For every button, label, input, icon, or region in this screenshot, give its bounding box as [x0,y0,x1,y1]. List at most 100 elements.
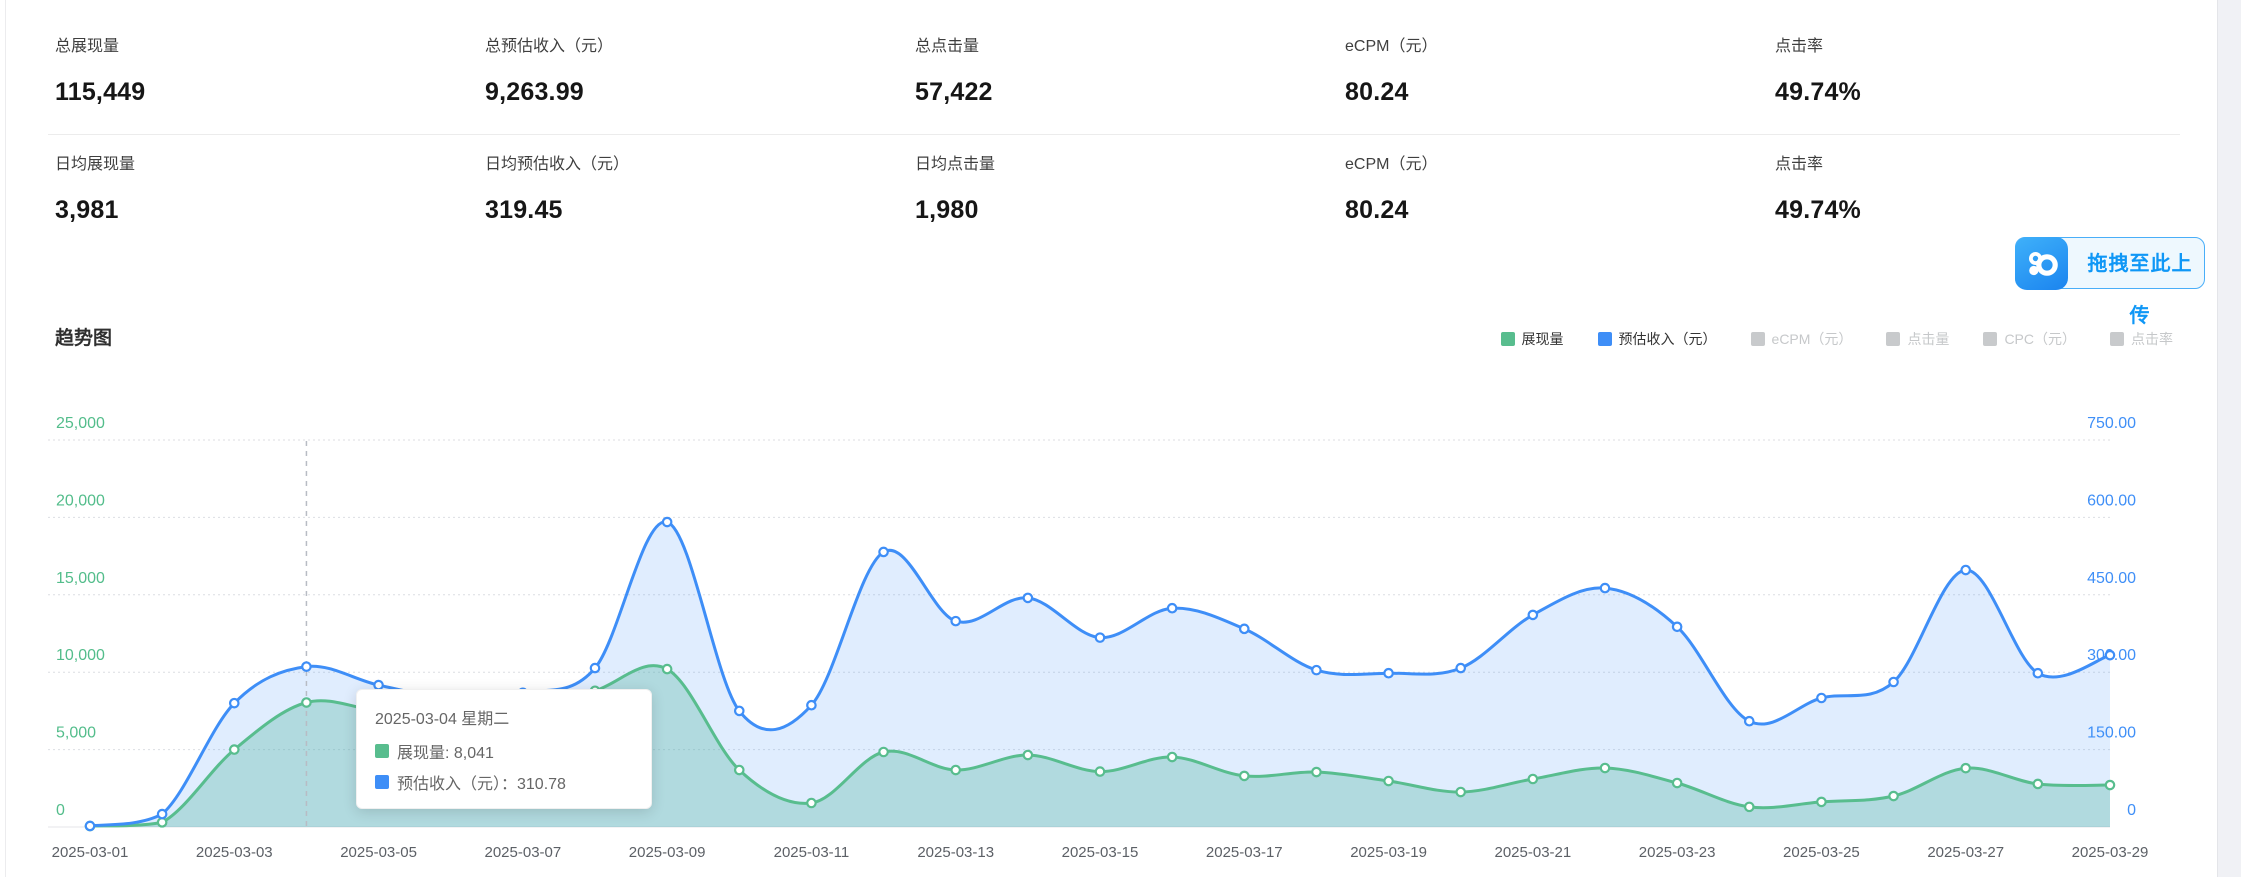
y-axis-right-tick: 600.00 [2087,492,2136,509]
y-axis-left-tick: 25,000 [56,415,105,432]
data-point-marker[interactable] [1383,667,1394,679]
tooltip-date: 2025-03-04 星期二 [375,711,510,728]
data-point-marker[interactable] [1671,777,1683,789]
x-axis-tick: 2025-03-15 [1062,844,1139,861]
legend-swatch [1983,332,1998,346]
data-point-marker[interactable] [1455,786,1467,798]
data-point-marker[interactable] [661,516,673,528]
x-axis-tick: 2025-03-03 [196,844,273,861]
x-axis-tick: 2025-03-01 [52,844,129,861]
legend-label: eCPM（元） [1771,331,1853,347]
data-point-marker[interactable] [1888,676,1899,688]
stat-card-total-clicks: 总点击量 57,422 [915,38,1335,107]
legend-swatch [1597,332,1612,346]
data-point-marker[interactable] [950,764,962,776]
stat-value: 57,422 [915,78,993,106]
data-point-marker[interactable] [1960,564,1972,576]
data-point-marker[interactable] [1022,592,1034,604]
data-point-marker[interactable] [806,699,817,711]
data-point-marker[interactable] [1527,609,1539,621]
legend-swatch [1500,332,1515,346]
data-point-marker[interactable] [1238,623,1250,635]
data-point-marker[interactable] [1166,602,1178,614]
data-point-marker[interactable] [1311,664,1322,676]
data-point-marker[interactable] [84,820,96,832]
stat-label: 日均点击量 [915,156,996,173]
data-point-marker[interactable] [806,797,817,809]
stat-value: 3,981 [55,196,119,224]
data-point-marker[interactable] [878,546,889,558]
data-point-marker[interactable] [1238,770,1250,782]
legend-label: 点击量 [1907,331,1950,347]
legend-label: 预估收入（元） [1618,331,1717,347]
data-point-marker[interactable] [156,817,168,828]
stat-value: 49.74% [1775,78,1861,106]
data-point-marker[interactable] [733,764,745,776]
stat-value: 319.45 [485,196,563,224]
data-point-marker[interactable] [1743,801,1755,813]
stat-label: 日均展现量 [55,156,136,173]
data-point-marker[interactable] [733,705,745,717]
stat-label: eCPM（元） [1345,38,1438,55]
data-point-marker[interactable] [878,746,889,758]
stat-card-daily-clicks: 日均点击量 1,980 [915,156,1335,225]
data-point-marker[interactable] [301,697,312,708]
x-axis-tick: 2025-03-17 [1206,844,1283,861]
x-axis-tick: 2025-03-11 [774,844,850,861]
stat-card-daily-revenue: 日均预估收入（元） 319.45 [485,156,905,225]
x-axis-tick: 2025-03-07 [484,844,561,861]
revenue-swatch [375,775,389,789]
data-point-marker[interactable] [2104,779,2116,791]
stats-divider [48,134,2180,135]
x-axis-tick: 2025-03-27 [1927,844,2004,861]
data-point-marker[interactable] [1383,775,1394,787]
stat-label: 点击率 [1775,156,1824,173]
tooltip-row-impressions: 展现量: 8,041 [375,739,633,763]
data-point-marker[interactable] [1816,692,1827,704]
drag-upload-button[interactable]: 拖拽至此上传 [2015,237,2205,327]
data-point-marker[interactable] [1599,762,1611,774]
stat-value: 9,263.99 [485,78,584,106]
x-axis-tick: 2025-03-09 [629,844,706,861]
data-point-marker[interactable] [1022,749,1034,761]
data-point-marker[interactable] [2032,778,2044,790]
data-point-marker[interactable] [1166,751,1178,763]
data-point-marker[interactable] [1094,632,1106,643]
legend-item-cpc[interactable]: CPC（元） [1983,329,2076,349]
x-axis-tick: 2025-03-21 [1494,844,1571,861]
data-point-marker[interactable] [1094,766,1106,777]
stat-card-total-revenue: 总预估收入（元） 9,263.99 [485,38,905,107]
page-background-strip [2217,0,2241,877]
data-point-marker[interactable] [1599,582,1611,594]
stat-value: 49.74% [1775,196,1861,224]
data-point-marker[interactable] [1671,621,1683,633]
data-point-marker[interactable] [228,744,240,755]
data-point-marker[interactable] [1960,762,1972,774]
data-point-marker[interactable] [589,662,601,674]
legend-item-ecpm[interactable]: eCPM（元） [1750,329,1853,349]
data-point-marker[interactable] [1311,766,1322,778]
stat-value: 1,980 [915,196,979,224]
legend-item-estimated-revenue[interactable]: 预估收入（元） [1597,329,1717,349]
data-point-marker[interactable] [1527,773,1539,785]
y-axis-left-tick: 5,000 [56,725,96,742]
data-point-marker[interactable] [1816,796,1827,808]
tooltip-row-revenue: 预估收入（元）：310.78 [375,770,633,794]
stats-row-daily-average: 日均展现量 3,981 日均预估收入（元） 319.45 日均点击量 1,980… [55,156,2180,256]
trend-chart[interactable]: 005,000150.0010,000300.0015,000450.0020,… [0,400,2241,877]
legend-item-impressions[interactable]: 展现量 [1500,329,1564,349]
data-point-marker[interactable] [301,661,312,672]
data-point-marker[interactable] [2032,667,2044,679]
data-point-marker[interactable] [2104,649,2116,661]
data-point-marker[interactable] [661,663,673,675]
stat-label: 点击率 [1775,38,1824,55]
data-point-marker[interactable] [950,615,962,627]
data-point-marker[interactable] [1743,715,1755,727]
stat-label: 总预估收入（元） [485,38,614,55]
legend-item-ctr[interactable]: 点击率 [2110,329,2173,349]
data-point-marker[interactable] [1888,790,1899,802]
legend-item-clicks[interactable]: 点击量 [1886,329,1949,349]
data-point-marker[interactable] [228,697,240,709]
data-point-marker[interactable] [156,808,168,820]
data-point-marker[interactable] [1455,662,1467,674]
